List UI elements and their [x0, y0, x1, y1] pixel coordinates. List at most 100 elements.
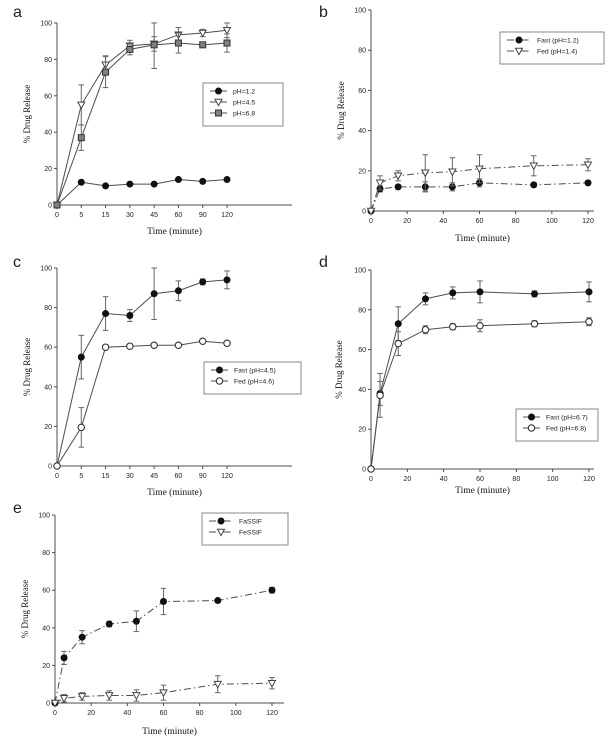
y-axis-label: % Drug Release: [336, 81, 346, 139]
legend-sample-marker: [528, 413, 535, 421]
x-tick-label: 120: [266, 710, 278, 717]
x-tick-label: 60: [476, 476, 484, 483]
panel-a-chart: 0 20 40 60 80 100 0 5 15 30 45 60 90 120 Time (minute)…: [0, 0, 305, 255]
y-axis-label: % Drug Release: [22, 85, 32, 143]
data-point-marker: [160, 597, 167, 605]
legend-label: FaSSIF: [239, 519, 262, 526]
data-point-marker: [132, 617, 140, 625]
data-point-marker: [150, 41, 158, 49]
x-tick-label: 20: [403, 476, 411, 483]
legend-sample-marker: [215, 109, 222, 117]
series-line: [56, 29, 228, 206]
x-tick-label: 30: [126, 473, 134, 480]
legend-label: FeSSIF: [239, 530, 262, 537]
x-tick-label: 90: [199, 212, 207, 219]
x-tick-label: 40: [439, 218, 447, 225]
x-tick-label: 0: [55, 473, 59, 480]
y-tick-label: 40: [44, 384, 52, 391]
data-point-marker: [126, 180, 134, 188]
data-point-marker: [198, 29, 208, 38]
data-point-marker: [102, 310, 110, 318]
panel-b-letter: b: [319, 4, 328, 21]
data-point-marker: [60, 654, 68, 662]
y-tick-label: 100: [354, 8, 366, 15]
panel-e-chart: 0 20 40 60 80 100 0 20 40 60 80 100 120 Time (minute)…: [0, 496, 305, 746]
y-tick-label: 60: [358, 88, 366, 95]
data-point-marker: [530, 181, 538, 189]
data-point-marker: [267, 679, 277, 688]
series-line: [370, 182, 589, 212]
series-line: [56, 179, 228, 206]
panel-e-letter: e: [13, 500, 22, 517]
data-point-marker: [174, 341, 183, 349]
data-point-marker: [583, 161, 593, 170]
x-axis-label: Time (minute): [455, 485, 510, 496]
x-axis-label: Time (minute): [147, 226, 202, 237]
x-tick-label: 80: [196, 710, 204, 717]
y-tick-label: 80: [42, 550, 50, 557]
legend-label: Fed (pH=4.6): [234, 379, 274, 386]
data-point-marker: [394, 339, 403, 348]
data-point-marker: [104, 692, 114, 701]
y-tick-label: 0: [362, 467, 366, 474]
data-point-marker: [59, 695, 69, 703]
data-point-marker: [150, 290, 158, 298]
axes: [54, 515, 284, 704]
panel-a: a 0 20 40 60 80 100 0 5 15 30 45 60 90 120 Time (minut…: [0, 0, 305, 250]
axes: [56, 23, 292, 206]
data-point-marker: [77, 178, 85, 186]
data-point-marker: [77, 353, 85, 361]
x-tick-label: 0: [369, 476, 373, 483]
series-fast-ph-6-7-: [367, 280, 593, 473]
series-line: [56, 279, 228, 467]
data-point-marker: [530, 319, 539, 328]
data-point-marker: [174, 287, 182, 295]
y-tick-label: 60: [42, 588, 50, 595]
x-tick-label: 20: [87, 710, 95, 717]
data-point-marker: [126, 342, 134, 350]
x-tick-label: 80: [512, 218, 520, 225]
panel-d-letter: d: [319, 254, 328, 271]
x-tick-label: 30: [126, 212, 134, 219]
data-point-marker: [367, 465, 375, 473]
data-point-marker: [214, 597, 222, 605]
series-line: [56, 340, 228, 467]
x-tick-label: 60: [175, 473, 183, 480]
panel-c: c 0 20 40 60 80 100 0 5 15 30 45 60 90 120 Time (minut…: [0, 250, 305, 498]
data-point-marker: [584, 179, 592, 187]
y-tick-label: 100: [40, 266, 52, 273]
y-tick-label: 80: [358, 307, 366, 314]
x-tick-label: 15: [102, 473, 110, 480]
y-tick-label: 40: [44, 130, 52, 137]
series-ph-6-8: [53, 22, 231, 209]
data-point-marker: [102, 68, 110, 76]
y-tick-label: 20: [44, 424, 52, 431]
series-line: [56, 42, 228, 206]
legend: pH=1.2 pH=4.5 pH=6.8: [202, 82, 284, 127]
x-tick-label: 80: [512, 476, 520, 483]
data-point-marker: [53, 462, 61, 470]
legend: Fast (pH=1.2) Fed (pH=1.4): [499, 31, 605, 65]
data-point-marker: [529, 162, 539, 171]
data-point-marker: [393, 172, 403, 181]
y-tick-label: 60: [44, 345, 52, 352]
data-point-marker: [475, 165, 484, 174]
y-tick-label: 80: [358, 48, 366, 55]
data-point-marker: [585, 288, 593, 296]
panel-c-chart: 0 20 40 60 80 100 0 5 15 30 45 60 90 120 Time (minute)…: [0, 250, 305, 503]
y-tick-label: 0: [46, 701, 50, 708]
legend-label: pH=1.2: [233, 89, 255, 96]
data-point-marker: [77, 423, 86, 432]
y-tick-label: 20: [44, 166, 52, 173]
legend-sample-marker: [515, 36, 523, 44]
data-point-marker: [199, 177, 207, 185]
legend-label: pH=6.8: [233, 111, 255, 118]
y-tick-label: 20: [42, 663, 50, 670]
x-tick-label: 60: [476, 218, 484, 225]
x-tick-label: 15: [102, 212, 110, 219]
chart-svg-e: 0 20 40 60 80 100 0 20 40 60 80 100 120 Time (minute)…: [20, 512, 289, 737]
x-tick-label: 40: [440, 476, 448, 483]
y-tick-label: 100: [38, 513, 50, 520]
y-tick-label: 0: [362, 209, 366, 216]
